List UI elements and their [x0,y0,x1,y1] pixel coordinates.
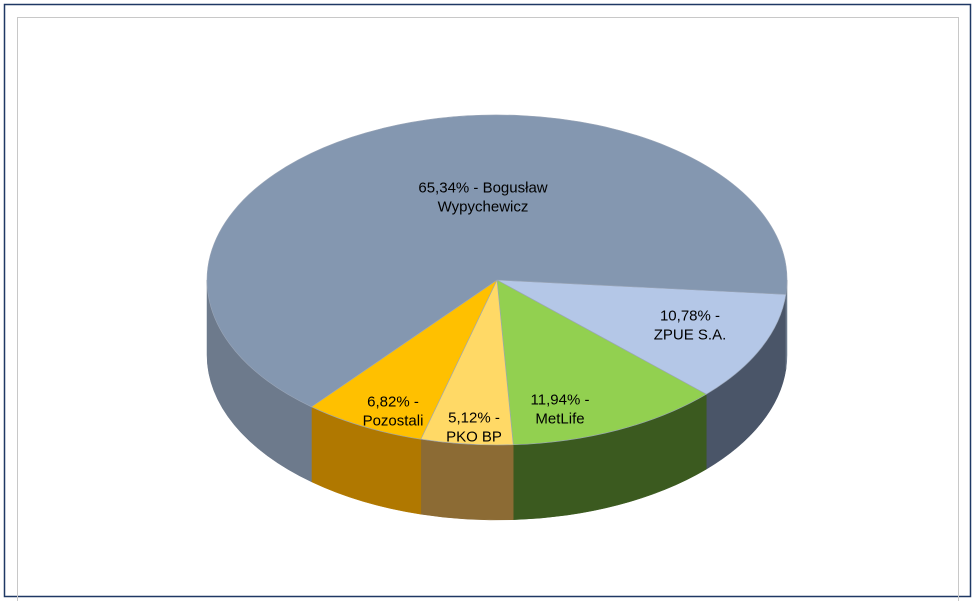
data-label: 6,82% - [367,393,419,410]
slice [310,279,498,440]
data-label: Wypychewicz [438,198,529,215]
slice [496,279,787,395]
data-label: PKO BP [446,428,502,445]
data-label: ZPUE S.A. [654,326,727,343]
data-label: MetLife [535,410,584,427]
data-label: Pozostali [363,412,424,429]
data-label: 5,12% - [448,409,500,426]
plot-area [17,17,959,601]
data-label: 10,78% - [660,307,720,324]
slice [206,114,788,408]
data-label: 11,94% - [531,391,590,408]
data-label: 65,34% - Bogusław [418,179,547,196]
slice [496,279,707,446]
slice-side [420,438,514,521]
